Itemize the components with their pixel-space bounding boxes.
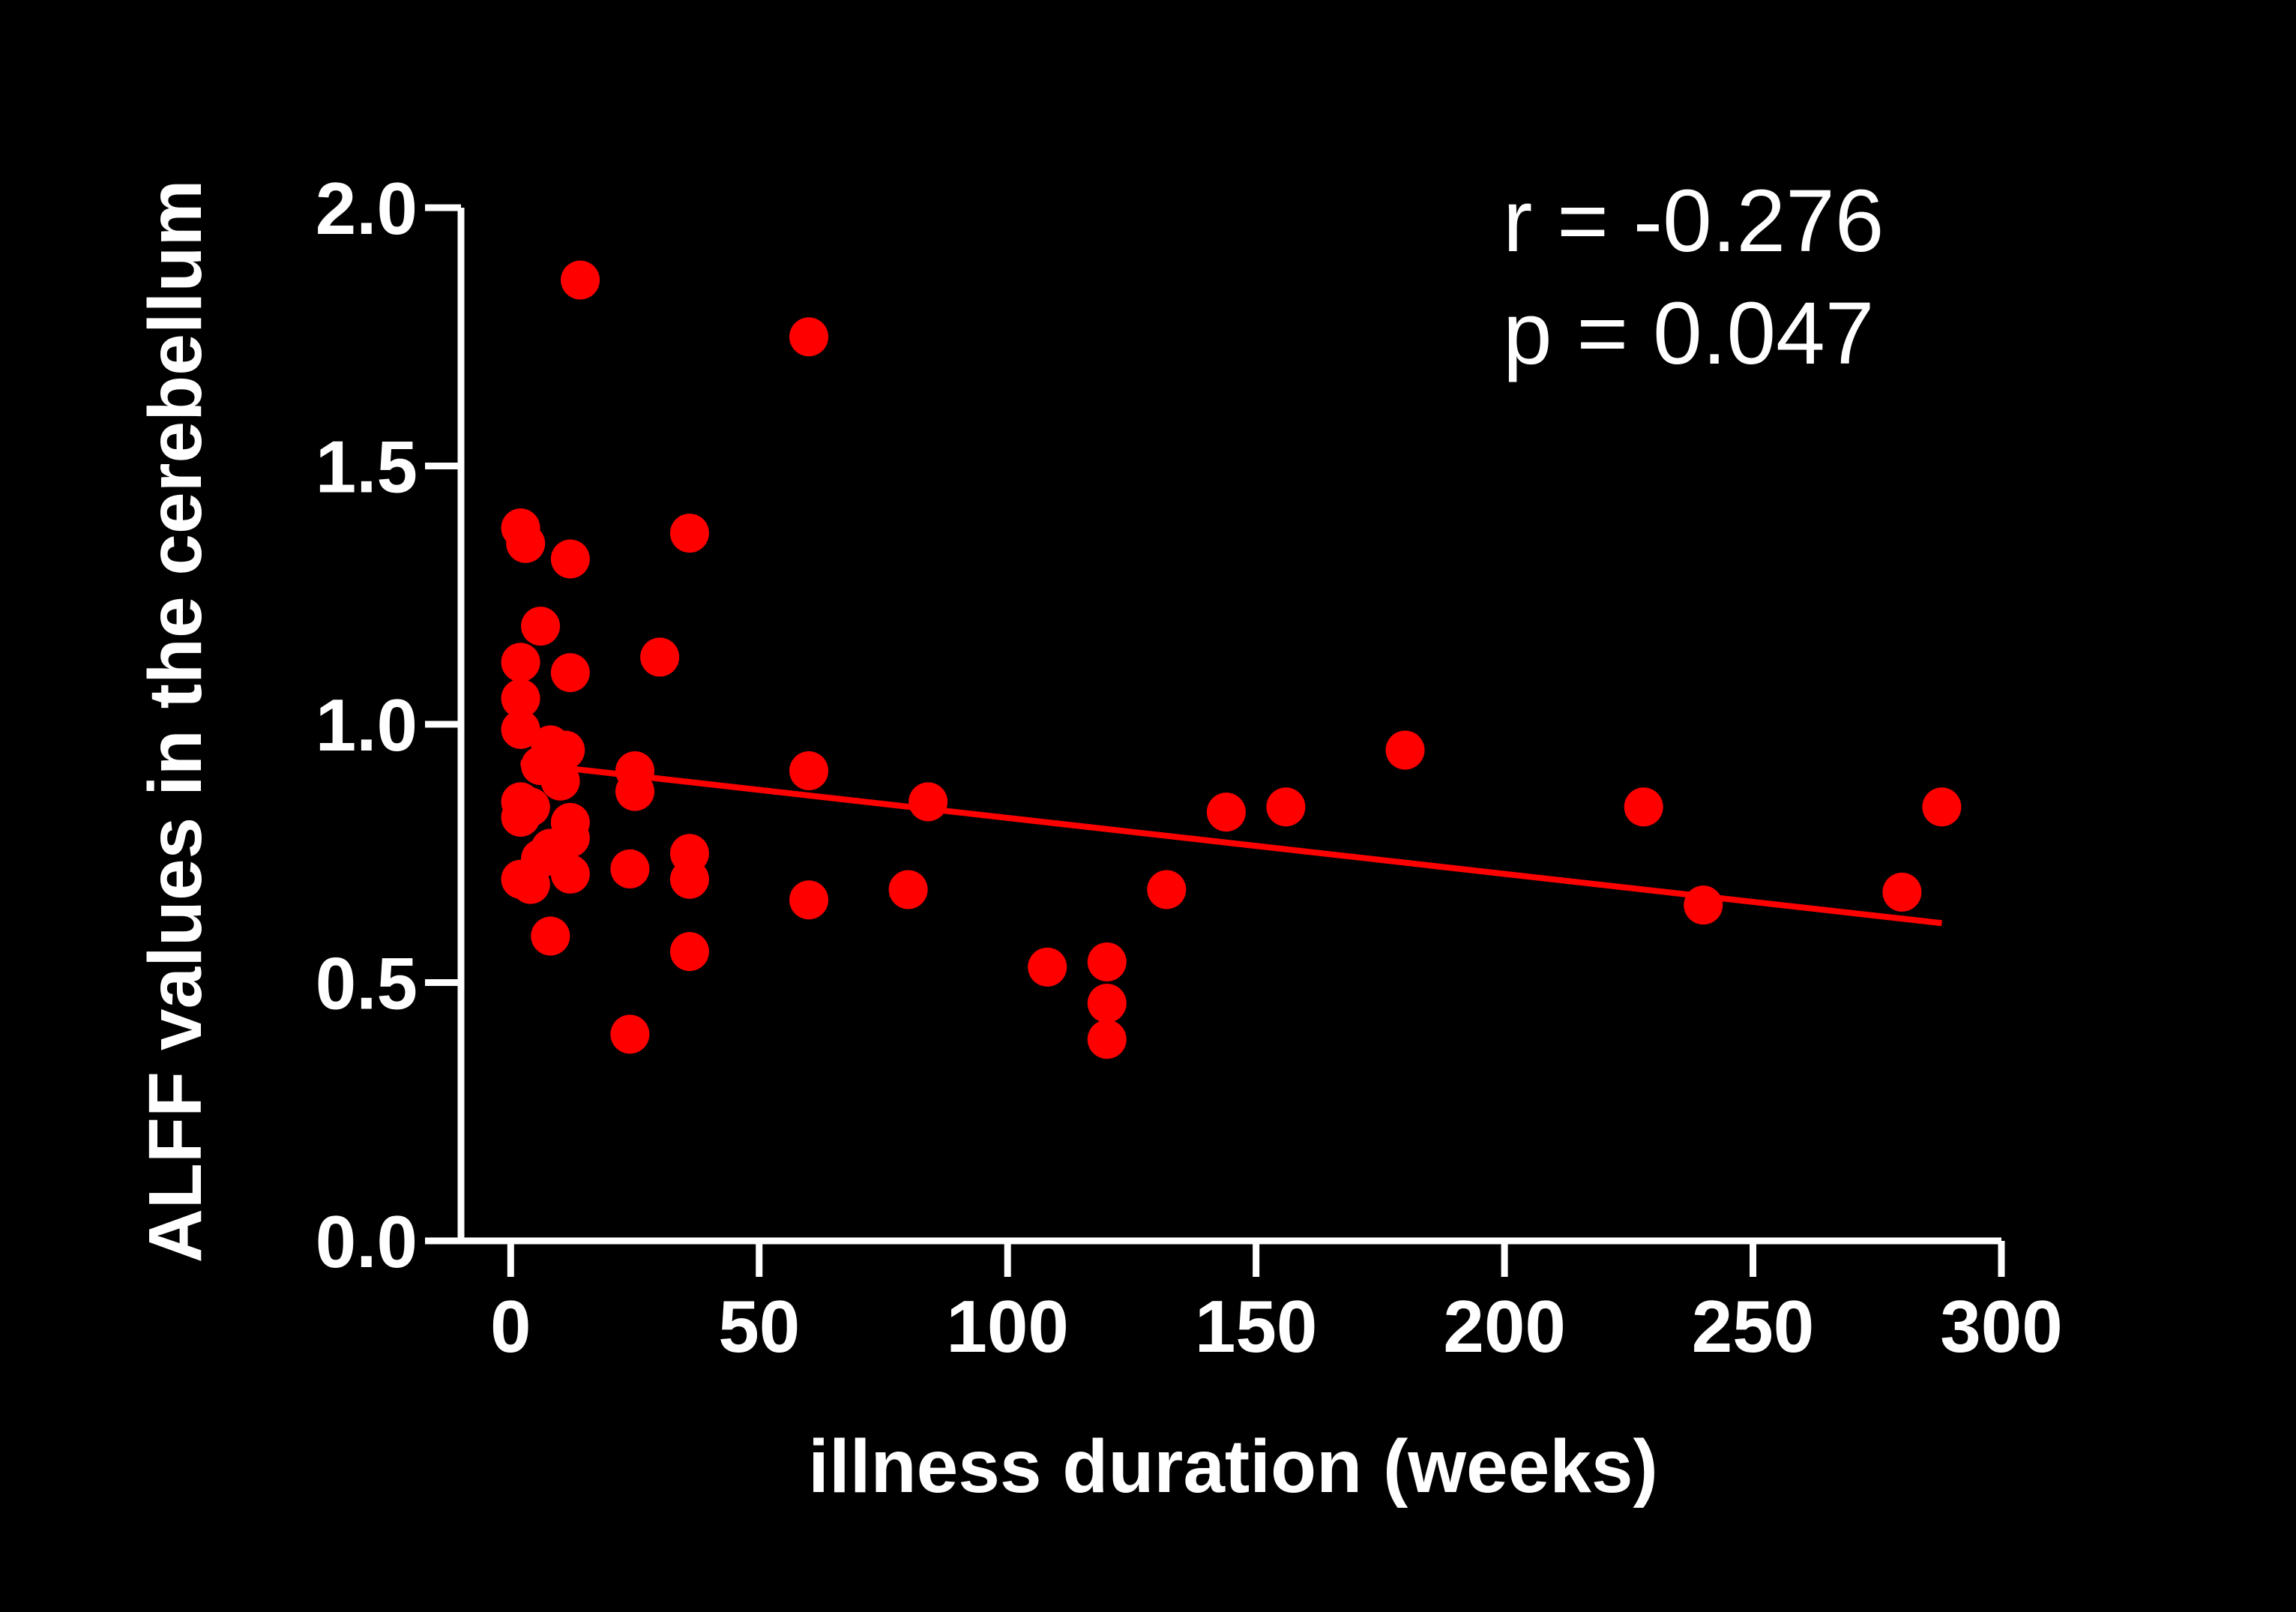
data-point xyxy=(1147,870,1187,909)
correlation-r-annotation: r = -0.276 xyxy=(1503,172,1884,271)
y-axis-title: ALFF values in the cerebellum xyxy=(133,180,217,1263)
y-tick-label: 2.0 xyxy=(316,167,418,250)
data-point xyxy=(789,317,829,357)
data-point xyxy=(540,761,580,801)
y-tick-label: 1.0 xyxy=(316,684,418,766)
data-point xyxy=(640,637,680,677)
data-point xyxy=(888,870,928,909)
data-point xyxy=(510,864,550,904)
data-point xyxy=(501,643,540,682)
data-point xyxy=(669,514,709,553)
data-point xyxy=(1684,885,1723,925)
y-tick-label: 0.5 xyxy=(316,942,418,1025)
data-point xyxy=(610,849,650,888)
x-tick-label: 0 xyxy=(490,1285,531,1368)
x-tick-label: 250 xyxy=(1692,1285,1815,1368)
x-axis-title: illness duration (weeks) xyxy=(808,1425,1658,1509)
data-point xyxy=(909,782,948,822)
data-point xyxy=(615,772,655,811)
data-point xyxy=(501,679,540,718)
x-tick-label: 150 xyxy=(1195,1285,1318,1368)
correlation-p-annotation: p = 0.047 xyxy=(1503,284,1874,383)
data-point xyxy=(550,653,590,693)
data-point xyxy=(1266,787,1306,827)
data-point xyxy=(1028,947,1067,987)
x-tick-label: 200 xyxy=(1443,1285,1566,1368)
x-axis-ticks: 0 50 100 150 200 250 300 xyxy=(490,1241,2063,1368)
data-point xyxy=(550,539,590,579)
data-point xyxy=(561,260,600,300)
data-point xyxy=(1087,984,1127,1023)
data-point xyxy=(506,523,546,563)
data-point xyxy=(669,859,709,899)
data-point xyxy=(521,607,561,646)
data-points xyxy=(501,260,1962,1059)
x-tick-label: 300 xyxy=(1940,1285,2063,1368)
y-tick-label: 0.0 xyxy=(316,1200,418,1283)
data-point xyxy=(1922,787,1962,827)
data-point xyxy=(510,787,550,827)
data-point xyxy=(1087,942,1127,981)
data-point xyxy=(1385,730,1425,770)
data-point xyxy=(1624,787,1663,827)
data-point xyxy=(531,916,570,956)
y-tick-label: 1.5 xyxy=(316,426,418,508)
y-axis-ticks: 0.0 0.5 1.0 1.5 2.0 xyxy=(316,167,461,1283)
data-point xyxy=(501,709,540,749)
data-point xyxy=(789,751,829,791)
x-tick-label: 50 xyxy=(718,1285,800,1368)
data-point xyxy=(550,854,590,894)
data-point xyxy=(1087,1020,1127,1059)
data-point xyxy=(789,880,829,920)
x-tick-label: 100 xyxy=(946,1285,1069,1368)
data-point xyxy=(669,932,709,972)
data-point xyxy=(1882,872,1922,912)
data-point xyxy=(610,1014,650,1054)
data-point xyxy=(1206,793,1246,832)
